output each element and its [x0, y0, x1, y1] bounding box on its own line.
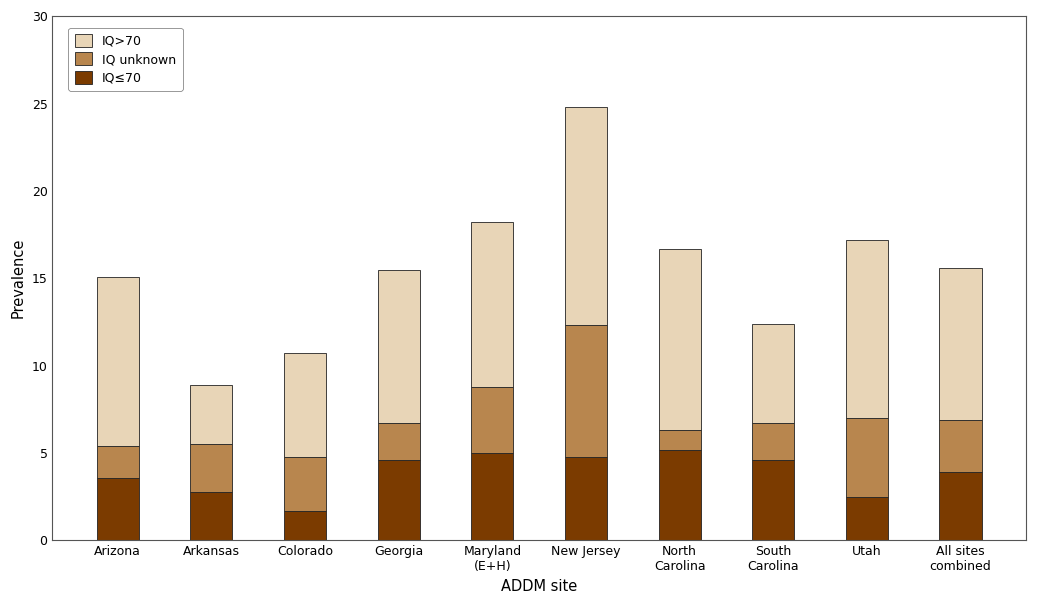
Bar — [96, 446, 139, 477]
Bar — [565, 457, 607, 540]
Bar — [846, 497, 888, 540]
Bar — [565, 325, 607, 457]
Bar — [377, 460, 420, 540]
Bar — [752, 460, 794, 540]
Bar — [846, 418, 888, 497]
Bar — [377, 270, 420, 423]
Bar — [377, 424, 420, 460]
Bar — [846, 240, 888, 418]
Bar — [658, 430, 701, 450]
Bar — [191, 491, 232, 540]
Bar — [658, 249, 701, 430]
Bar — [940, 473, 982, 540]
Bar — [752, 424, 794, 460]
Bar — [96, 276, 139, 446]
Bar — [940, 420, 982, 473]
Bar — [940, 268, 982, 420]
Bar — [96, 477, 139, 540]
Y-axis label: Prevalence: Prevalence — [11, 238, 26, 318]
Bar — [284, 457, 326, 511]
Bar — [565, 107, 607, 325]
Bar — [658, 450, 701, 540]
Bar — [284, 511, 326, 540]
Bar — [284, 353, 326, 457]
Bar — [191, 444, 232, 491]
X-axis label: ADDM site: ADDM site — [501, 579, 578, 594]
Bar — [752, 324, 794, 424]
Bar — [471, 453, 513, 540]
Bar — [471, 223, 513, 387]
Legend: IQ>70, IQ unknown, IQ≤70: IQ>70, IQ unknown, IQ≤70 — [68, 28, 183, 91]
Bar — [471, 387, 513, 453]
Bar — [191, 385, 232, 444]
